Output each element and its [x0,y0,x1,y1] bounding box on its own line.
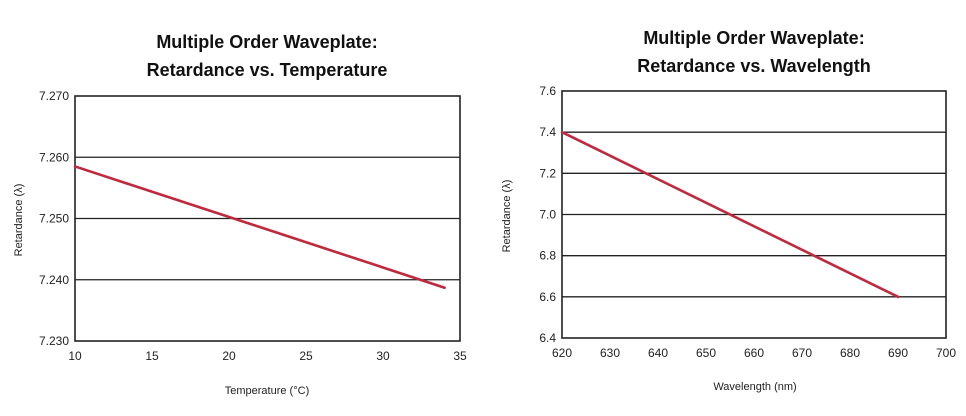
y-tick-label: 6.8 [539,249,556,263]
x-tick-label: 35 [453,349,467,363]
y-tick-label: 7.270 [39,89,69,103]
x-tick-label: 20 [222,349,236,363]
y-axis-label: Retardance (λ) [13,184,25,257]
chart-title-line-2: Retardance vs. Wavelength [637,56,870,76]
y-tick-label: 7.4 [539,125,556,139]
chart-wavelength: Multiple Order Waveplate: Retardance vs.… [501,28,956,393]
x-tick-label: 700 [936,346,956,360]
x-tick-label: 630 [600,346,620,360]
x-axis-label: Wavelength (nm) [713,381,796,393]
y-tick-label: 7.6 [539,84,556,98]
plot-area: 6.4 6.6 6.8 7.0 7.2 7.4 7.6 620 630 640 650 660 670 6… [539,84,956,360]
x-tick-label: 620 [552,346,572,360]
x-tick-label: 680 [840,346,860,360]
y-tick-label: 7.250 [39,212,69,226]
plot-area: 7.230 7.240 7.250 7.260 7.270 10 15 20 25 30 35 [39,89,467,363]
chart-title-line-1: Multiple Order Waveplate: [643,28,864,48]
series-line [560,130,900,299]
x-tick-label: 670 [792,346,812,360]
y-tick-label: 7.2 [539,166,556,180]
y-tick-label: 7.260 [39,150,69,164]
x-tick-label: 15 [145,349,159,363]
plot-frame [561,90,947,339]
y-tick-label: 6.6 [539,290,556,304]
x-tick-label: 10 [68,349,82,363]
chart-temperature: Multiple Order Waveplate: Retardance vs.… [13,32,467,397]
chart-title-line-2: Retardance vs. Temperature [147,60,388,80]
y-tick-label: 6.4 [539,331,556,345]
x-tick-label: 690 [888,346,908,360]
plot-frame [74,95,461,342]
x-tick-label: 25 [299,349,313,363]
y-tick-label: 7.230 [39,334,69,348]
x-tick-label: 660 [744,346,764,360]
x-tick-label: 650 [696,346,716,360]
chart-title-line-1: Multiple Order Waveplate: [156,32,377,52]
y-tick-label: 7.240 [39,273,69,287]
y-axis-label: Retardance (λ) [501,180,513,253]
y-tick-label: 7.0 [539,208,556,222]
x-tick-label: 640 [648,346,668,360]
series-line [73,165,446,290]
x-tick-label: 30 [376,349,390,363]
x-axis-label: Temperature (°C) [225,385,309,397]
